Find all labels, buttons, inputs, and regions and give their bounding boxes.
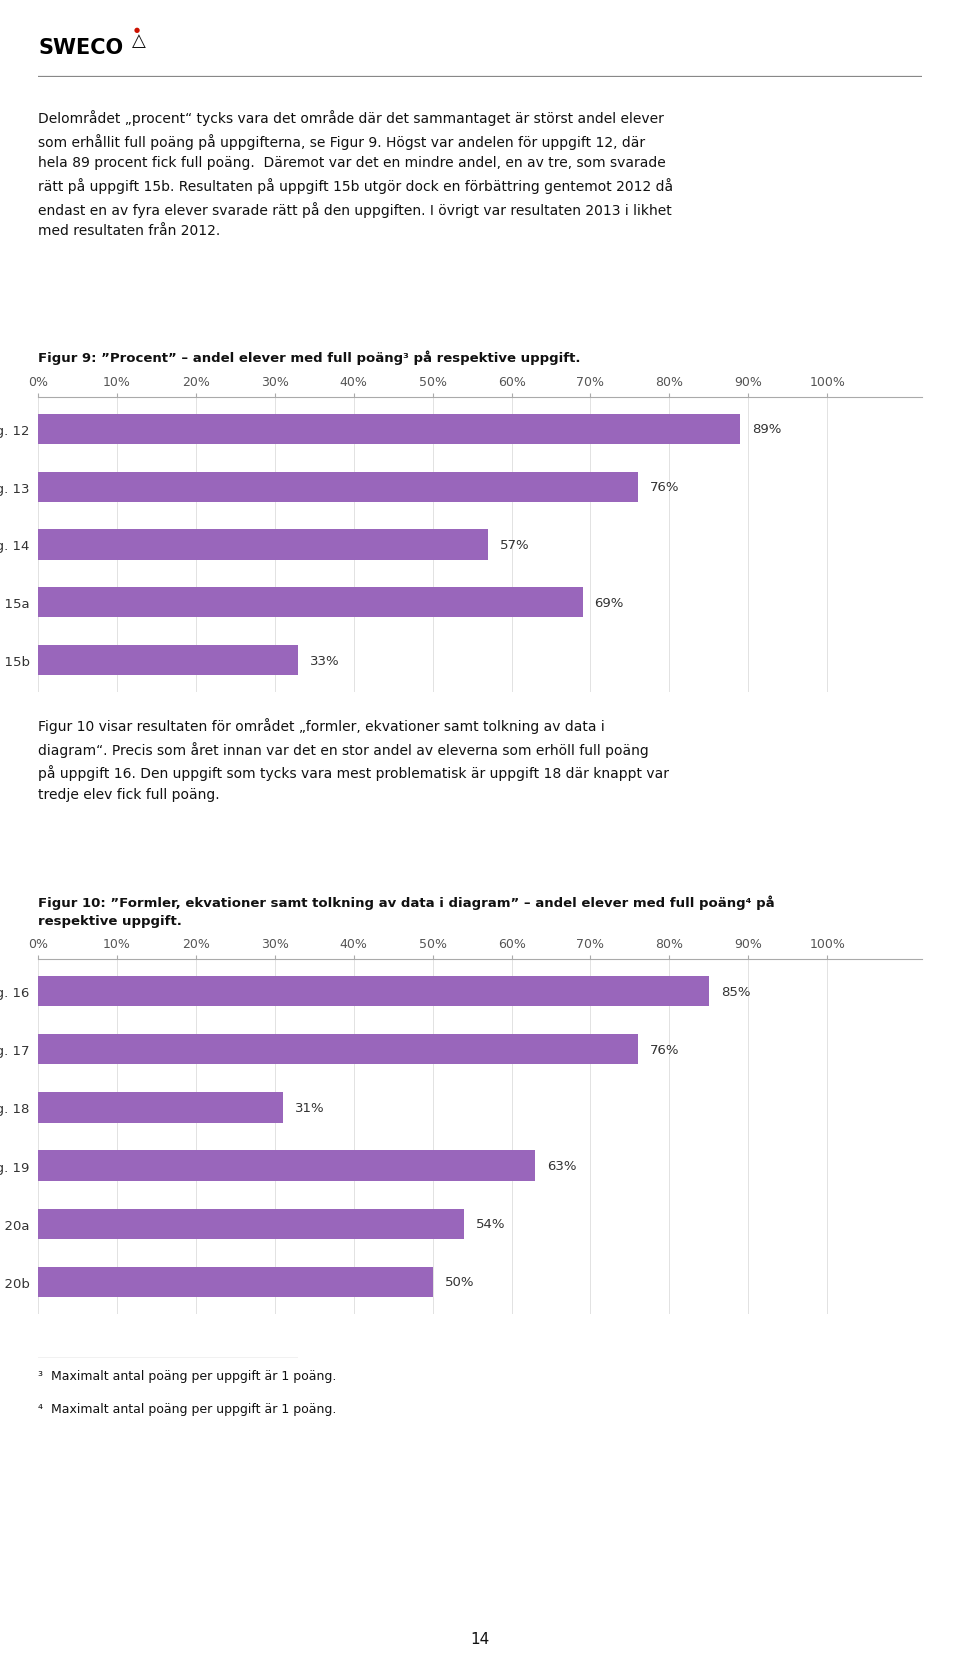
Bar (38, 1210, 465, 1240)
Text: △: △ (132, 32, 146, 50)
Text: 69%: 69% (594, 597, 624, 609)
Text: 57%: 57% (500, 539, 529, 552)
Bar (38, 977, 708, 1007)
Text: Figur 9: ”Procent” – andel elever med full poäng³ på respektive uppgift.: Figur 9: ”Procent” – andel elever med fu… (38, 350, 581, 365)
Bar (38, 646, 299, 676)
Text: 76%: 76% (650, 480, 679, 494)
Bar (38, 587, 583, 617)
Text: 54%: 54% (476, 1218, 506, 1231)
Text: Figur 10 visar resultaten för området „formler, ekvationer samt tolkning av data: Figur 10 visar resultaten för området „f… (38, 718, 669, 801)
Text: 50%: 50% (444, 1276, 474, 1288)
Text: 89%: 89% (753, 423, 781, 437)
Text: 31%: 31% (295, 1101, 324, 1114)
Bar (38, 472, 637, 502)
Text: Delområdet „procent“ tycks vara det område där det sammantaget är störst andel e: Delområdet „procent“ tycks vara det områ… (38, 110, 673, 238)
Bar (38, 1034, 637, 1064)
Bar (38, 530, 488, 560)
Bar (38, 1151, 536, 1181)
Text: 76%: 76% (650, 1042, 679, 1056)
Bar (38, 1266, 433, 1297)
Text: 14: 14 (470, 1631, 490, 1646)
Bar (38, 1092, 282, 1123)
Text: SWECO: SWECO (38, 38, 123, 59)
Text: Figur 10: ”Formler, ekvationer samt tolkning av data i diagram” – andel elever m: Figur 10: ”Formler, ekvationer samt tolk… (38, 895, 775, 927)
Text: ⁴  Maximalt antal poäng per uppgift är 1 poäng.: ⁴ Maximalt antal poäng per uppgift är 1 … (38, 1402, 336, 1415)
Bar (38, 415, 740, 445)
Text: 33%: 33% (310, 654, 340, 668)
Text: 63%: 63% (547, 1159, 577, 1173)
Text: ³  Maximalt antal poäng per uppgift är 1 poäng.: ³ Maximalt antal poäng per uppgift är 1 … (38, 1369, 336, 1382)
Text: ●: ● (133, 27, 139, 33)
Text: 85%: 85% (721, 985, 750, 997)
